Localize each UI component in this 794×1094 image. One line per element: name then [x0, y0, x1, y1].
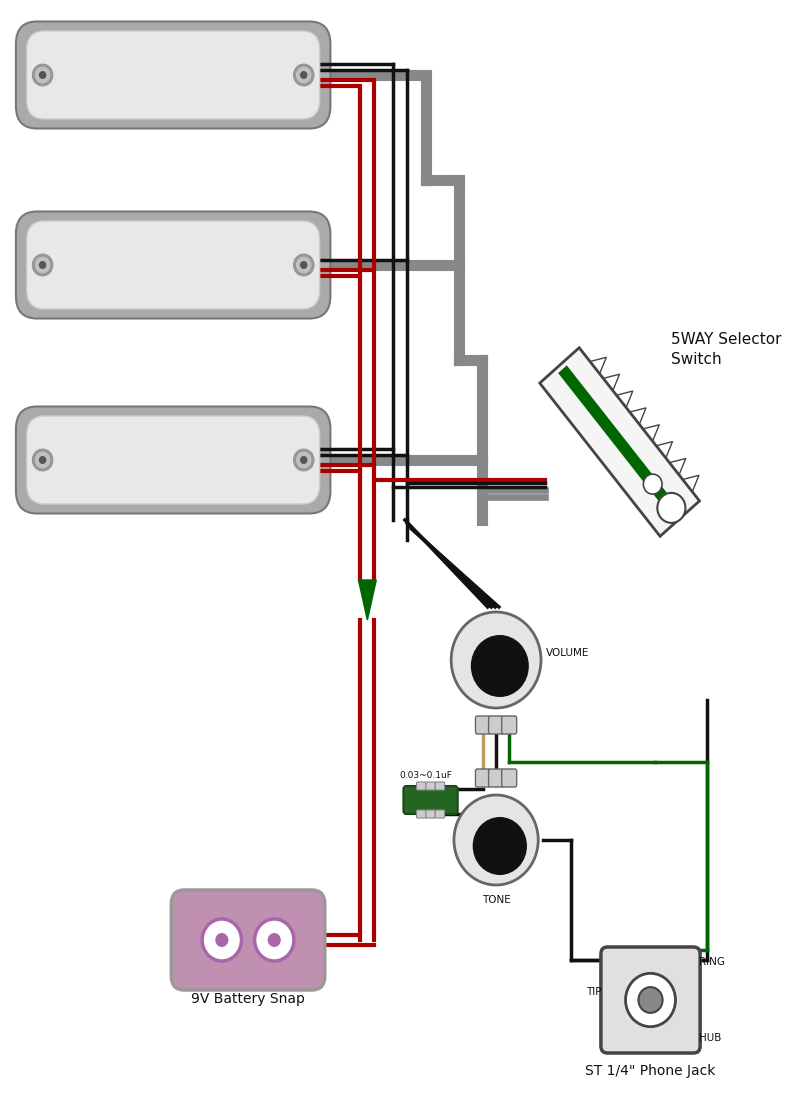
Circle shape [471, 635, 529, 697]
FancyBboxPatch shape [16, 22, 330, 128]
Polygon shape [540, 348, 700, 536]
Circle shape [638, 987, 662, 1013]
Circle shape [300, 456, 307, 464]
Text: TIP: TIP [586, 987, 602, 997]
Text: HUB: HUB [700, 1033, 722, 1043]
FancyBboxPatch shape [16, 407, 330, 513]
FancyBboxPatch shape [601, 947, 700, 1054]
Text: ST 1/4" Phone Jack: ST 1/4" Phone Jack [585, 1064, 715, 1078]
FancyBboxPatch shape [417, 782, 426, 790]
Text: VOLUME: VOLUME [545, 648, 589, 657]
Polygon shape [358, 580, 376, 620]
Circle shape [300, 71, 307, 79]
FancyBboxPatch shape [502, 769, 517, 787]
Circle shape [643, 474, 662, 494]
FancyBboxPatch shape [435, 810, 445, 818]
FancyBboxPatch shape [417, 810, 426, 818]
FancyBboxPatch shape [27, 416, 320, 504]
FancyBboxPatch shape [403, 785, 457, 814]
FancyBboxPatch shape [488, 715, 503, 734]
FancyBboxPatch shape [476, 715, 491, 734]
Circle shape [33, 450, 52, 470]
Circle shape [300, 261, 307, 269]
Text: RING: RING [700, 957, 725, 967]
FancyBboxPatch shape [502, 715, 517, 734]
Circle shape [202, 919, 241, 961]
FancyBboxPatch shape [172, 891, 325, 990]
Circle shape [215, 933, 229, 947]
Circle shape [268, 933, 281, 947]
Circle shape [454, 795, 538, 885]
Circle shape [657, 493, 685, 523]
Polygon shape [558, 365, 681, 519]
Circle shape [472, 817, 527, 875]
FancyBboxPatch shape [426, 782, 435, 790]
FancyBboxPatch shape [16, 211, 330, 318]
Circle shape [39, 456, 46, 464]
Circle shape [255, 919, 294, 961]
Circle shape [33, 65, 52, 85]
Circle shape [451, 612, 541, 708]
FancyBboxPatch shape [27, 221, 320, 309]
Circle shape [39, 261, 46, 269]
Circle shape [39, 71, 46, 79]
Circle shape [33, 255, 52, 275]
FancyBboxPatch shape [435, 782, 445, 790]
FancyBboxPatch shape [27, 31, 320, 119]
Text: TONE: TONE [482, 895, 511, 905]
Text: 5WAY Selector
Switch: 5WAY Selector Switch [671, 331, 781, 366]
FancyBboxPatch shape [488, 769, 503, 787]
Text: 0.03~0.1uF: 0.03~0.1uF [399, 771, 453, 780]
Text: 9V Battery Snap: 9V Battery Snap [191, 992, 305, 1006]
Circle shape [626, 974, 676, 1026]
Circle shape [295, 65, 313, 85]
FancyBboxPatch shape [476, 769, 491, 787]
FancyBboxPatch shape [426, 810, 435, 818]
Circle shape [295, 255, 313, 275]
Circle shape [295, 450, 313, 470]
